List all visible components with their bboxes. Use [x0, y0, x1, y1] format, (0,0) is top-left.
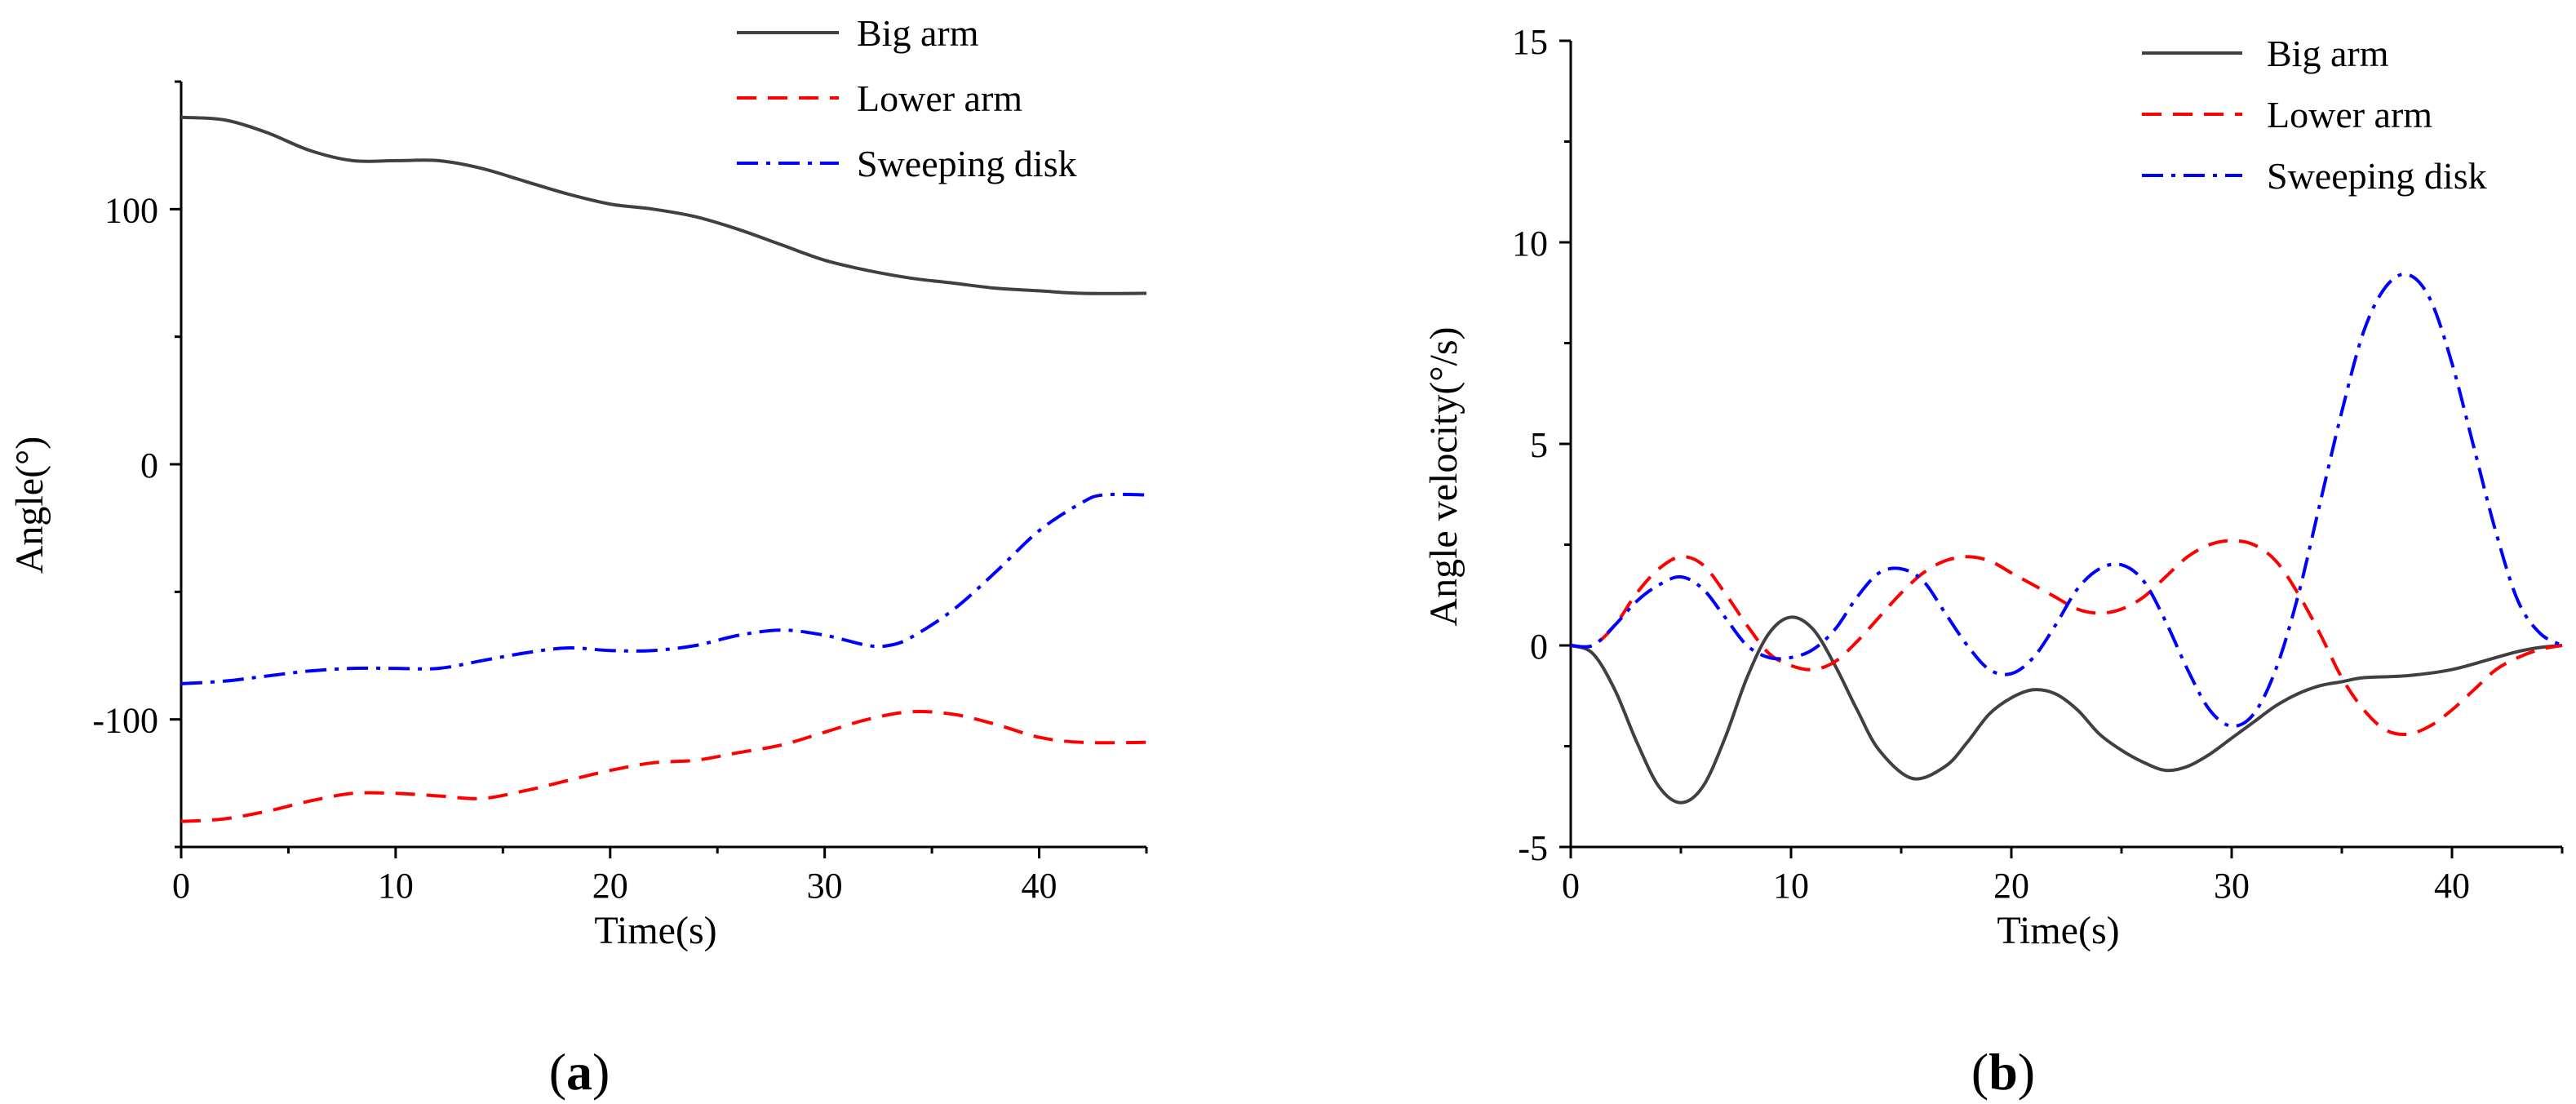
- legend-label: Lower arm: [2267, 94, 2432, 135]
- y-tick-label: 0: [1530, 627, 1548, 667]
- x-tick-label: 10: [378, 866, 414, 906]
- y-tick-label: -5: [1518, 828, 1548, 868]
- legend-label: Big arm: [2267, 33, 2389, 74]
- x-tick-label: 30: [2214, 866, 2250, 906]
- legend-label: Lower arm: [857, 78, 1022, 119]
- y-tick-label: 5: [1530, 425, 1548, 465]
- series-line-big-arm: [1571, 617, 2562, 802]
- x-tick-label: 40: [2434, 866, 2470, 906]
- legend-label: Sweeping disk: [857, 143, 1077, 184]
- y-tick-label: 15: [1512, 22, 1548, 62]
- series-line-lower-arm: [181, 712, 1146, 822]
- panel-label: (a): [549, 1043, 610, 1101]
- series-line-sweeping-disk: [181, 494, 1146, 684]
- chart-panel-a: 0 10 20 30 40 -100 0 100 Time(s) Angle(°) Big arm L…: [8, 12, 1146, 1101]
- x-tick-label: 30: [807, 866, 843, 906]
- chart-panel-b: 0 10 20 30 40 -5 0 5 10 15 Time(s) Angle velocity(°…: [1422, 22, 2562, 1101]
- x-tick-label: 0: [1562, 866, 1580, 906]
- panel-label: (b): [1971, 1043, 2035, 1101]
- y-tick-label: 0: [140, 446, 158, 485]
- x-tick-label: 0: [172, 866, 190, 906]
- y-axis-title: Angle(°): [8, 437, 51, 574]
- y-axis-title: Angle velocity(°/s): [1422, 326, 1465, 626]
- series-line-lower-arm: [1571, 541, 2562, 734]
- x-axis-title: Time(s): [594, 909, 716, 952]
- legend-label: Big arm: [857, 12, 979, 54]
- y-tick-label: 100: [104, 190, 158, 230]
- x-tick-label: 40: [1022, 866, 1057, 906]
- legend-label: Sweeping disk: [2267, 155, 2487, 197]
- y-tick-label: -100: [92, 701, 158, 741]
- x-tick-label: 20: [1993, 866, 2029, 906]
- figure: 0 10 20 30 40-1000100Time(s)Angle(°)Big armL…: [0, 0, 2576, 1104]
- x-tick-label: 20: [592, 866, 628, 906]
- series-line-sweeping-disk: [1571, 274, 2562, 726]
- x-axis-title: Time(s): [1997, 909, 2119, 952]
- x-tick-label: 10: [1773, 866, 1809, 906]
- y-tick-label: 10: [1512, 224, 1548, 264]
